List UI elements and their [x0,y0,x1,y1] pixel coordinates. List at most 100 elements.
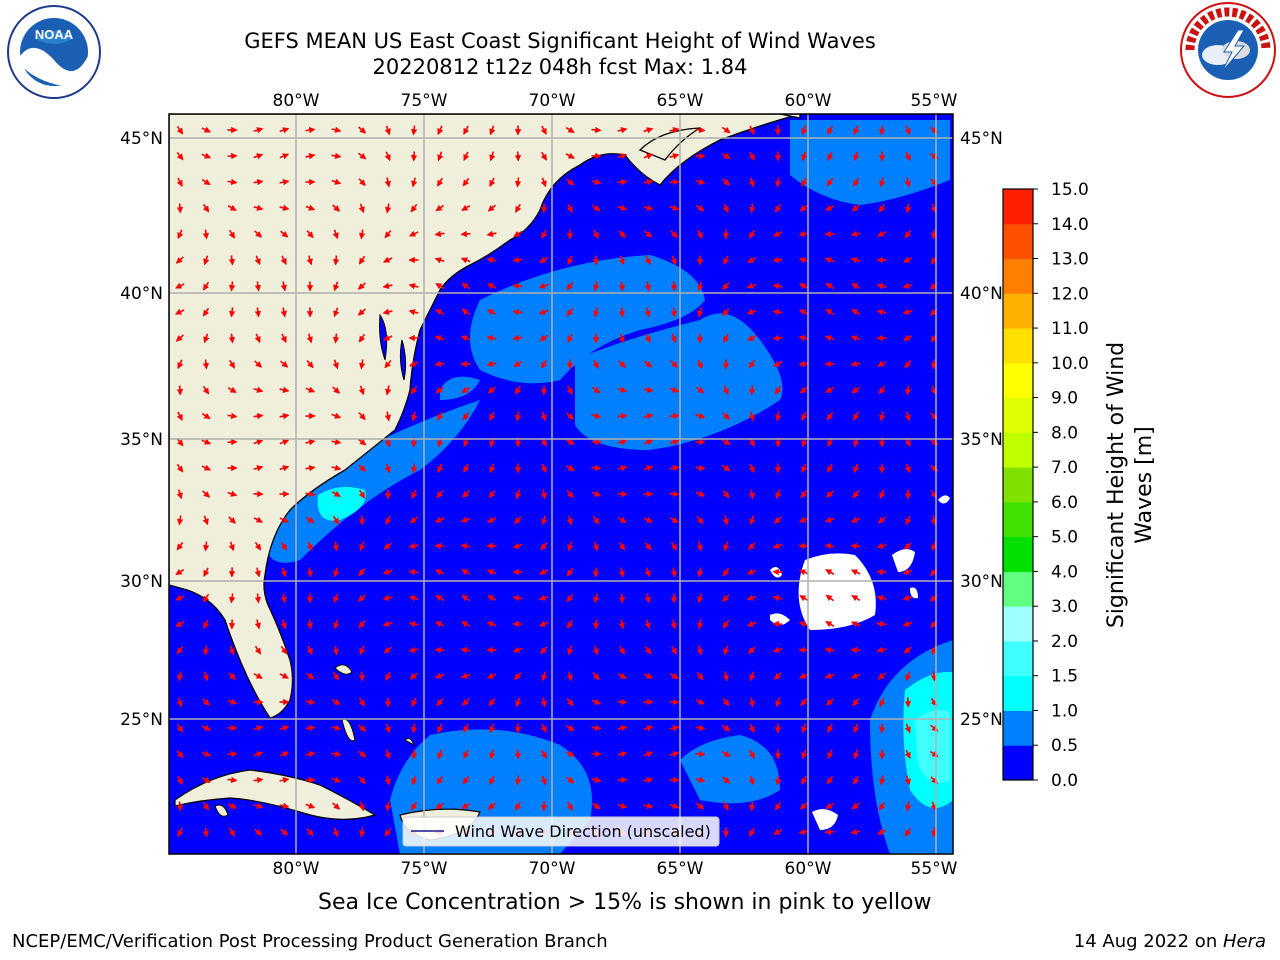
wave-direction-arrow [332,827,339,838]
wave-direction-arrow [904,177,911,188]
wave-direction-arrow [643,204,654,211]
wave-direction-arrow [201,178,211,186]
wave-direction-arrow [540,125,547,135]
wave-direction-arrow [254,333,261,344]
wave-direction-arrow [489,151,496,162]
wave-direction-arrow [669,153,680,160]
wave-direction-arrow [852,698,860,707]
wave-direction-arrow [748,125,755,136]
wave-direction-arrow [643,777,654,784]
wave-direction-arrow [721,464,731,472]
wave-direction-arrow [876,568,887,576]
wave-direction-arrow [748,697,756,708]
wave-direction-arrow [748,542,756,550]
colorbar-bin [1003,223,1033,260]
wave-direction-arrow [567,255,574,266]
wave-direction-arrow [436,775,444,785]
wave-direction-arrow [670,360,678,369]
wave-direction-arrow [434,335,445,342]
wave-direction-arrow [850,569,861,576]
footer-host: Hera [1222,931,1266,952]
wave-direction-arrow [435,386,445,394]
wave-direction-arrow [902,568,913,575]
wave-direction-arrow [695,802,705,810]
wave-direction-arrow [279,672,290,679]
wave-direction-arrow [565,438,575,445]
wave-direction-arrow [825,386,835,393]
wave-direction-arrow [825,621,835,628]
wave-direction-arrow [853,775,860,785]
wave-direction-arrow [411,411,418,422]
wave-direction-arrow [695,178,706,185]
wave-direction-arrow [748,489,756,500]
lon-label: 55°W [911,91,958,111]
wave-direction-arrow [772,282,783,290]
wave-direction-arrow [280,255,287,266]
wave-direction-arrow [931,645,938,656]
wave-direction-arrow [332,541,340,552]
wave-direction-arrow [201,438,212,445]
wave-direction-arrow [385,203,392,214]
wave-direction-arrow [827,749,834,760]
wave-direction-arrow [306,360,314,369]
wave-direction-arrow [879,489,886,500]
wave-direction-arrow [515,489,522,500]
wave-direction-arrow [408,646,419,653]
wave-direction-arrow [357,282,366,290]
wave-direction-arrow [878,463,886,474]
wave-direction-arrow [669,698,680,706]
wave-direction-arrow [566,594,574,603]
wave-direction-arrow [408,542,419,549]
wave-direction-arrow [305,490,316,498]
wave-direction-arrow [670,567,677,578]
wave-direction-arrow [305,751,316,758]
wave-direction-arrow [411,177,418,188]
wave-direction-arrow [827,463,834,473]
wave-direction-arrow [565,750,575,757]
footer-date-text: 14 Aug 2022 on [1073,931,1223,952]
wave-direction-arrow [824,542,835,550]
wave-direction-arrow [306,333,313,344]
wave-direction-arrow [618,307,626,318]
wave-direction-arrow [643,179,654,186]
wave-direction-arrow [669,386,680,393]
land-cuba [174,769,377,820]
wave-direction-arrow [253,725,264,732]
wave-direction-arrow [824,646,835,654]
wave-direction-arrow [617,465,628,472]
wave-direction-arrow [878,801,886,811]
wave-direction-arrow [434,569,445,576]
wave-direction-arrow [253,439,264,446]
wave-direction-arrow [773,672,782,680]
wave-direction-arrow [174,594,185,601]
wave-direction-arrow [826,411,834,421]
wave-direction-arrow [357,594,366,602]
wave-direction-arrow [176,723,184,733]
lon-label: 60°W [785,859,832,879]
colorbar-tick-label: 10.0 [1051,354,1089,374]
wave-direction-arrow [618,333,625,344]
lat-label: 35°N [120,430,163,450]
wave-direction-arrow [670,255,677,266]
wave-direction-arrow [695,438,706,446]
wave-direction-arrow [617,412,628,420]
wave-direction-arrow [540,775,547,786]
wave-direction-arrow [618,567,625,578]
colorbar-tick-label: 8.0 [1051,423,1078,443]
wave-direction-arrow [853,411,860,421]
wave-direction-arrow [798,230,809,237]
wave-direction-arrow [202,827,210,838]
wave-direction-arrow [618,230,626,238]
wave-direction-arrow [722,567,730,577]
wave-direction-arrow [540,723,547,733]
wave-direction-arrow [515,203,522,213]
wave-direction-arrow [930,229,938,240]
lon-label: 75°W [401,91,448,111]
wave-direction-arrow [904,203,912,214]
legend-label: Wind Wave Direction (unscaled) [455,822,711,841]
wave-direction-arrow [772,595,783,602]
lon-label: 65°W [657,91,704,111]
wave-direction-arrow [384,125,391,136]
wave-direction-arrow [228,827,236,837]
wave-direction-arrow [618,541,626,551]
